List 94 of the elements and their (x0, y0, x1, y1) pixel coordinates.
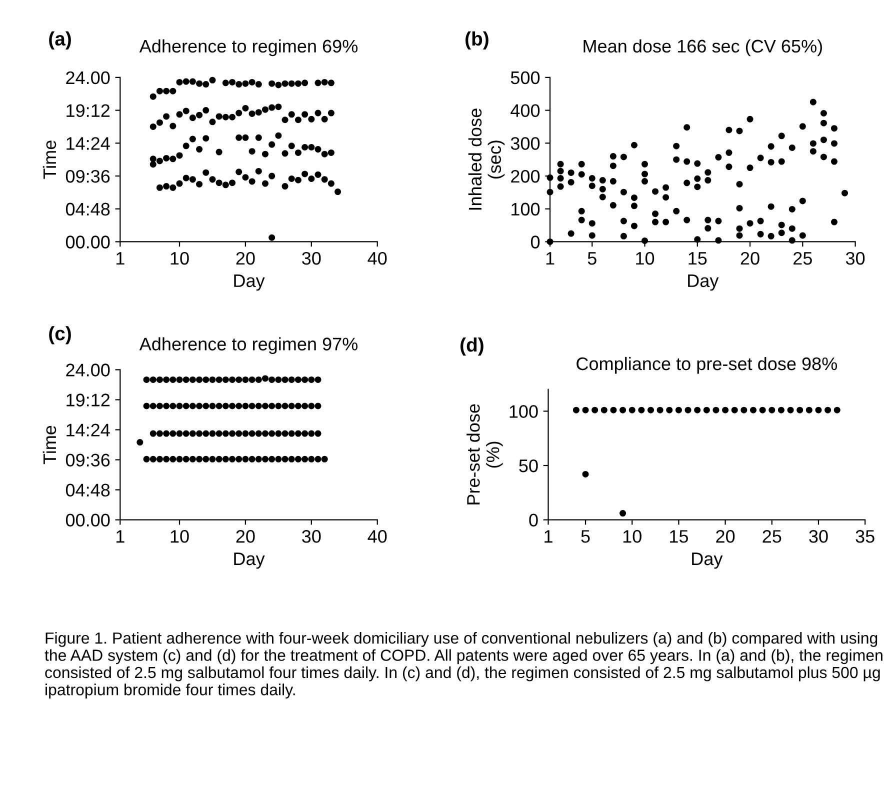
y-tick-label: 00.00 (66, 236, 110, 248)
point (572, 406, 580, 414)
x-tick-label: 1 (546, 252, 554, 265)
y-tick-label: 100 (512, 202, 540, 216)
point (638, 406, 645, 414)
x-tick-label: 15 (670, 530, 688, 543)
y-tick-label: 200 (511, 170, 540, 183)
x-tick-label: 20 (716, 530, 735, 543)
x-tick-label: 30 (302, 530, 321, 543)
chart-title: Adherence to regimen 69% (139, 39, 358, 56)
x-tick-label: 40 (368, 530, 387, 543)
x-axis-title: Day (688, 274, 719, 291)
point (600, 406, 608, 414)
point (684, 406, 692, 414)
point (824, 406, 832, 414)
x-tick-label: 10 (170, 252, 189, 265)
text: (b) (466, 31, 488, 50)
point (712, 406, 720, 414)
point (740, 406, 748, 414)
y-tick-label: 100 (510, 405, 538, 418)
point (647, 406, 654, 414)
x-tick-label: 20 (740, 252, 760, 265)
point (796, 406, 804, 414)
x-axis-title: Day (234, 274, 265, 291)
x-tick-label: 30 (809, 530, 828, 543)
point (834, 406, 840, 414)
point (582, 406, 589, 414)
x-tick-label: 10 (623, 530, 642, 543)
y-tick-label: 19:12 (66, 394, 110, 406)
chart-title: Adherence to regimen 97% (139, 337, 358, 354)
y-axis-title: Time (42, 426, 56, 464)
point (703, 406, 710, 414)
x-tick-label: 20 (236, 252, 255, 265)
text: (a) (49, 31, 71, 50)
x-tick-label: 15 (688, 252, 707, 265)
point (656, 406, 664, 414)
y-tick-label: 04:48 (66, 484, 110, 497)
y-tick-label: 300 (510, 137, 540, 150)
y-axis-title: Inhaled dose (sec) (468, 108, 505, 210)
y-tick-label: 24.00 (66, 364, 110, 376)
y-tick-label: 09:36 (66, 454, 110, 466)
x-axis-title: Day (692, 552, 723, 569)
point (768, 406, 776, 414)
y-tick-label: 50 (519, 459, 538, 472)
y-tick-label: 00.00 (66, 514, 110, 527)
point (675, 406, 682, 414)
x-tick-label: 20 (236, 530, 255, 543)
point (666, 406, 673, 414)
text: (c) (49, 326, 71, 344)
point (731, 406, 738, 414)
x-tick-label: 35 (856, 530, 874, 543)
point (778, 406, 784, 414)
x-tick-label: 10 (170, 530, 189, 543)
x-tick-label: 40 (368, 252, 387, 265)
y-tick-label: 14:24 (66, 137, 110, 150)
point (582, 470, 589, 478)
point (628, 406, 636, 414)
text: (d) (460, 337, 484, 356)
y-tick-label: 14:24 (66, 424, 110, 436)
point (620, 406, 626, 414)
y-tick-label: 04:48 (66, 202, 110, 216)
y-tick-label: 24.00 (66, 71, 110, 84)
x-tick-label: 1 (544, 530, 552, 543)
x-tick-label: 25 (762, 530, 782, 543)
x-tick-label: 10 (636, 252, 654, 265)
y-tick-label: 0 (529, 514, 538, 527)
y-tick-label: 19:12 (66, 104, 110, 118)
point (759, 406, 766, 414)
x-tick-label: 25 (794, 252, 812, 265)
x-tick-label: 1 (116, 530, 124, 543)
x-axis-title: Day (234, 552, 265, 569)
chart-title: Mean dose 166 sec (CV 65%) (584, 39, 822, 56)
point (620, 510, 626, 517)
x-tick-label: 5 (588, 252, 596, 265)
y-tick-label: 0 (530, 236, 540, 248)
y-tick-label: 500 (510, 71, 540, 84)
y-tick-label: 400 (510, 104, 540, 118)
point (610, 406, 617, 414)
point (694, 406, 701, 414)
y-axis-title: Pre-set dose (%) (466, 404, 503, 504)
point (815, 406, 822, 414)
x-tick-label: 5 (581, 530, 590, 543)
y-tick-label: 09:36 (66, 170, 110, 183)
point (806, 406, 812, 414)
x-tick-label: 1 (116, 252, 124, 265)
caption: Figure 1. Patient adherence with four-week domiciliary use of conventional nebulizers (a) and (b) compared with using the AAD system (c) and (d) for the treatment of COPD. All patents were aged over 65 years. In (a) and (b), the regimen consisted of 2.5 mg salbutamol four times daily. In (c) and (d), the regimen consisted of 2.5 mg salbutamol plus 500 µg ipatropium bromide four times daily. (44, 632, 882, 698)
point (592, 406, 598, 414)
x-tick-label: 30 (846, 252, 865, 265)
point (722, 406, 729, 414)
x-tick-label: 30 (302, 252, 321, 265)
y-axis-title: Time (42, 140, 56, 179)
chart-title: Compliance to pre-set dose 98% (576, 356, 837, 374)
point (750, 406, 757, 414)
point (787, 406, 794, 414)
